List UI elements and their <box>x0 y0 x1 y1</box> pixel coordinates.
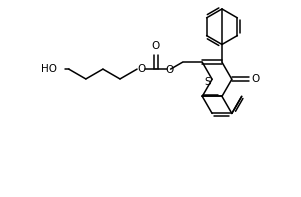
Text: O: O <box>137 64 145 74</box>
Text: S: S <box>204 77 210 87</box>
Text: O: O <box>152 41 160 51</box>
Text: O: O <box>166 65 174 75</box>
Text: O: O <box>252 74 260 84</box>
Text: HO: HO <box>41 64 57 74</box>
